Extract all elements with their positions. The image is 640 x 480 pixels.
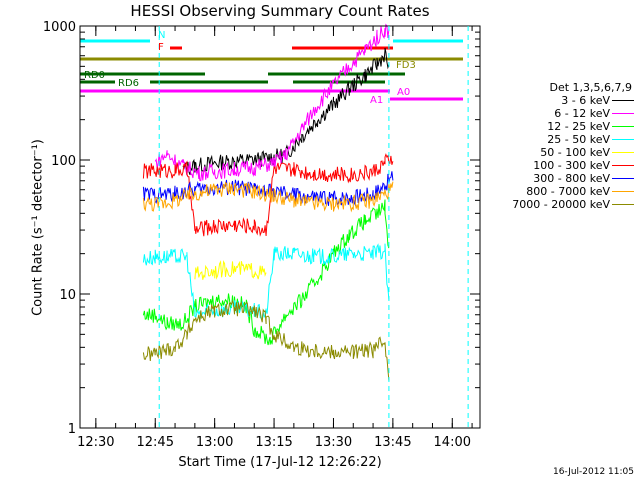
legend-item: 300 - 800 keV	[486, 172, 636, 185]
legend-label: 12 - 25 keV	[547, 120, 610, 133]
legend-label: 100 - 300 keV	[533, 159, 610, 172]
y-tick-label: 1	[68, 422, 76, 437]
x-tick-label: 12:30	[77, 435, 114, 450]
flag-annotation: N	[158, 30, 165, 41]
flag-annotation: F	[158, 42, 164, 53]
legend-swatch	[612, 178, 634, 179]
series-line	[142, 199, 390, 346]
x-axis-label: Start Time (17-Jul-12 12:26:22)	[178, 455, 382, 470]
plot-frame	[79, 25, 481, 429]
series-line	[194, 260, 267, 280]
legend-swatch	[612, 139, 634, 140]
legend-swatch	[612, 152, 634, 153]
legend-item: 12 - 25 keV	[486, 120, 636, 133]
flag-annotation: A0	[397, 87, 410, 98]
legend-item: 3 - 6 keV	[486, 94, 636, 107]
chart-title: HESSI Observing Summary Count Rates	[130, 2, 430, 20]
legend-label: 25 - 50 keV	[547, 133, 610, 146]
flag-annotation: A1	[370, 95, 383, 106]
legend: Det 1,3,5,6,7,9 3 - 6 keV 6 - 12 keV 12 - …	[486, 81, 636, 211]
legend-swatch	[612, 126, 634, 127]
legend-swatch	[612, 204, 634, 205]
legend-item: 25 - 50 keV	[486, 133, 636, 146]
y-tick-label: 100	[51, 154, 76, 169]
flag-annotation: FD3	[396, 60, 416, 71]
flag-annotation: RD0	[84, 70, 105, 81]
legend-item: 100 - 300 keV	[486, 159, 636, 172]
legend-label: 3 - 6 keV	[561, 94, 610, 107]
legend-swatch	[612, 113, 634, 114]
legend-item: 6 - 12 keV	[486, 107, 636, 120]
legend-label: 800 - 7000 keV	[526, 185, 610, 198]
series-lines	[142, 23, 394, 381]
flag-bars	[80, 39, 463, 101]
x-tick-label: 13:45	[374, 435, 411, 450]
legend-item: 7000 - 20000 keV	[486, 198, 636, 211]
flag-annotation: RD6	[118, 78, 139, 89]
legend-label: 7000 - 20000 keV	[512, 198, 610, 211]
series-line	[154, 23, 390, 182]
legend-label: 300 - 800 keV	[533, 172, 610, 185]
series-line	[142, 299, 390, 381]
legend-title: Det 1,3,5,6,7,9	[549, 81, 632, 94]
x-tick-label: 14:00	[434, 435, 471, 450]
legend-swatch	[612, 165, 634, 166]
legend-label: 50 - 100 keV	[540, 146, 610, 159]
series-line	[142, 153, 394, 237]
legend-swatch	[612, 100, 634, 101]
series-line	[182, 47, 390, 175]
legend-swatch	[612, 191, 634, 192]
x-tick-label: 13:00	[196, 435, 233, 450]
series-line	[142, 181, 394, 213]
x-tick-label: 12:45	[137, 435, 174, 450]
x-tick-label: 13:30	[315, 435, 352, 450]
legend-item: 800 - 7000 keV	[486, 185, 636, 198]
legend-label: 6 - 12 keV	[554, 107, 610, 120]
y-tick-label: 10	[59, 288, 76, 303]
y-axis-label: Count Rate (s⁻¹ detector⁻¹)	[30, 139, 46, 316]
y-tick-label: 1000	[43, 20, 76, 35]
footer-date: 16-Jul-2012 11:05	[552, 467, 634, 477]
series-line	[142, 171, 394, 207]
axes: 1 10 100 1000 12:30 12:45 13:00 13:15 13:30 13:45…	[43, 20, 481, 450]
series-line	[142, 243, 390, 320]
x-tick-label: 13:15	[255, 435, 292, 450]
legend-item: 50 - 100 keV	[486, 146, 636, 159]
